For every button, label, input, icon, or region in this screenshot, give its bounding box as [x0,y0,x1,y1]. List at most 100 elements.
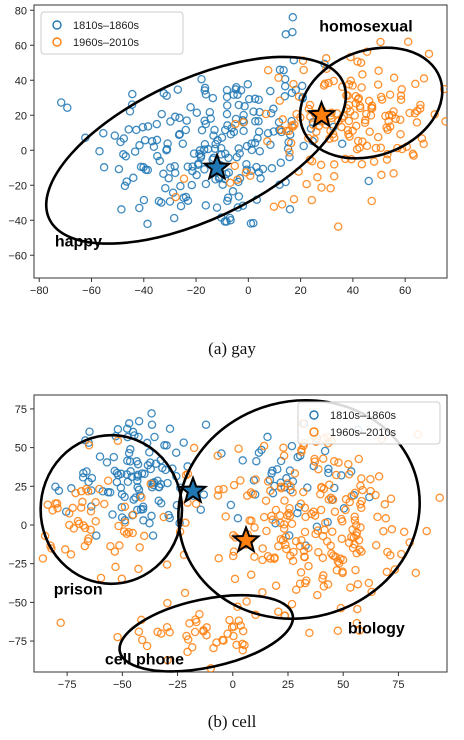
scatter-point-series-0 [188,162,197,171]
scatter-point-series-1 [318,531,328,541]
scatter-point-series-0 [266,108,276,118]
scatter-point-series-1 [317,183,326,192]
scatter-point-series-0 [205,107,215,117]
scatter-point-series-1 [279,443,288,452]
scatter-point-series-1 [367,196,376,206]
scatter-point-series-1 [183,635,193,644]
scatter-point-series-1 [355,626,364,635]
scatter-point-series-0 [114,164,124,174]
scatter-point-series-0 [208,93,218,103]
scatter-point-series-1 [66,550,76,559]
scatter-point-series-0 [133,483,142,492]
scatter-point-series-1 [111,562,120,572]
scatter-point-series-1 [354,454,364,464]
y-tick-label: −75 [8,636,27,648]
scatter-point-series-1 [419,74,429,83]
scatter-plot-cell: −75 −50 −25 0 25 50 75 −75 −50 −25 0 25 50 75 prison bi… [8,394,448,691]
scatter-point-series-0 [200,139,210,149]
scatter-point-series-0 [210,125,219,135]
scatter-point-series-1 [259,441,269,451]
scatter-point-series-1 [290,469,300,478]
scatter-point-series-0 [169,213,179,223]
scatter-point-series-1 [374,66,383,76]
scatter-point-series-1 [53,503,62,513]
scatter-point-series-0 [201,201,211,210]
legend-marker [309,427,319,437]
scatter-point-series-1 [83,537,93,546]
scatter-point-series-1 [261,109,271,119]
scatter-point-series-1 [329,160,339,169]
scatter-point-series-1 [344,116,354,126]
scatter-point-series-0 [247,139,256,148]
scatter-point-series-1 [367,587,376,597]
scatter-point-series-0 [220,217,230,226]
scatter-point-series-0 [337,471,346,480]
scatter-point-series-1 [214,554,223,563]
scatter-point-series-1 [304,104,314,114]
scatter-point-series-1 [310,135,319,144]
y-tick-label: 60 [15,40,27,52]
scatter-point-series-1 [329,133,339,142]
scatter-point-series-1 [384,111,394,120]
scatter-point-series-0 [181,125,191,135]
scatter-point-series-0 [226,215,235,225]
scatter-point-series-0 [187,180,197,190]
scatter-point-series-0 [161,465,170,475]
scatter-point-series-0 [212,203,222,212]
scatter-point-series-0 [85,427,94,436]
scatter-point-series-1 [163,655,172,665]
scatter-point-series-1 [82,484,91,494]
scatter-point-series-1 [219,484,228,494]
scatter-point-series-0 [233,514,243,523]
scatter-point-series-0 [200,86,209,95]
scatter-point-series-1 [110,547,120,556]
scatter-point-series-1 [56,618,65,628]
scatter-point-series-1 [262,526,271,536]
cluster-ellipse [118,593,295,673]
scatter-point-series-1 [137,635,147,645]
scatter-point-series-0 [268,488,278,498]
scatter-point-series-1 [411,79,420,89]
star-marker [201,151,232,181]
scatter-point-series-1 [239,118,248,127]
cluster-label: homosexual [319,18,412,35]
points-layer [38,409,444,672]
scatter-point-series-1 [295,541,305,551]
panel-gay: −80 −60 −40 −20 0 20 40 60 −60 −40 −20 0 20 40 60 80 hom… [8,4,448,358]
scatter-point-series-1 [355,103,365,113]
scatter-point-series-0 [200,116,209,125]
scatter-point-series-0 [297,81,307,91]
scatter-point-series-1 [134,564,143,574]
scatter-point-series-1 [329,457,339,466]
scatter-point-series-1 [86,507,96,516]
scatter-point-series-1 [238,626,248,636]
scatter-point-series-1 [357,474,366,483]
cluster-ellipse [298,46,444,160]
scatter-point-series-1 [376,37,385,47]
scatter-point-series-1 [348,525,357,534]
scatter-point-series-1 [382,567,392,577]
scatter-point-series-1 [124,527,134,537]
scatter-point-series-0 [161,183,170,193]
scatter-point-series-1 [376,143,386,153]
scatter-point-series-1 [268,515,277,524]
scatter-point-series-1 [139,531,149,541]
scatter-point-series-1 [189,443,199,453]
scatter-point-series-0 [56,98,66,107]
scatter-point-series-0 [222,85,232,95]
scatter-point-series-0 [87,473,97,483]
scatter-point-series-1 [52,499,62,508]
cluster-label: happy [55,234,102,251]
scatter-point-series-1 [285,148,294,157]
scatter-point-series-0 [174,130,184,140]
scatter-point-series-0 [117,205,126,214]
scatter-point-series-0 [337,139,347,149]
scatter-point-series-1 [369,157,379,166]
scatter-point-series-0 [252,456,261,466]
scatter-point-series-1 [261,496,271,505]
scatter-point-series-1 [242,491,252,500]
scatter-point-series-1 [179,174,189,183]
scatter-point-series-1 [352,531,361,540]
scatter-point-series-0 [87,502,96,511]
scatter-point-series-0 [195,149,204,159]
